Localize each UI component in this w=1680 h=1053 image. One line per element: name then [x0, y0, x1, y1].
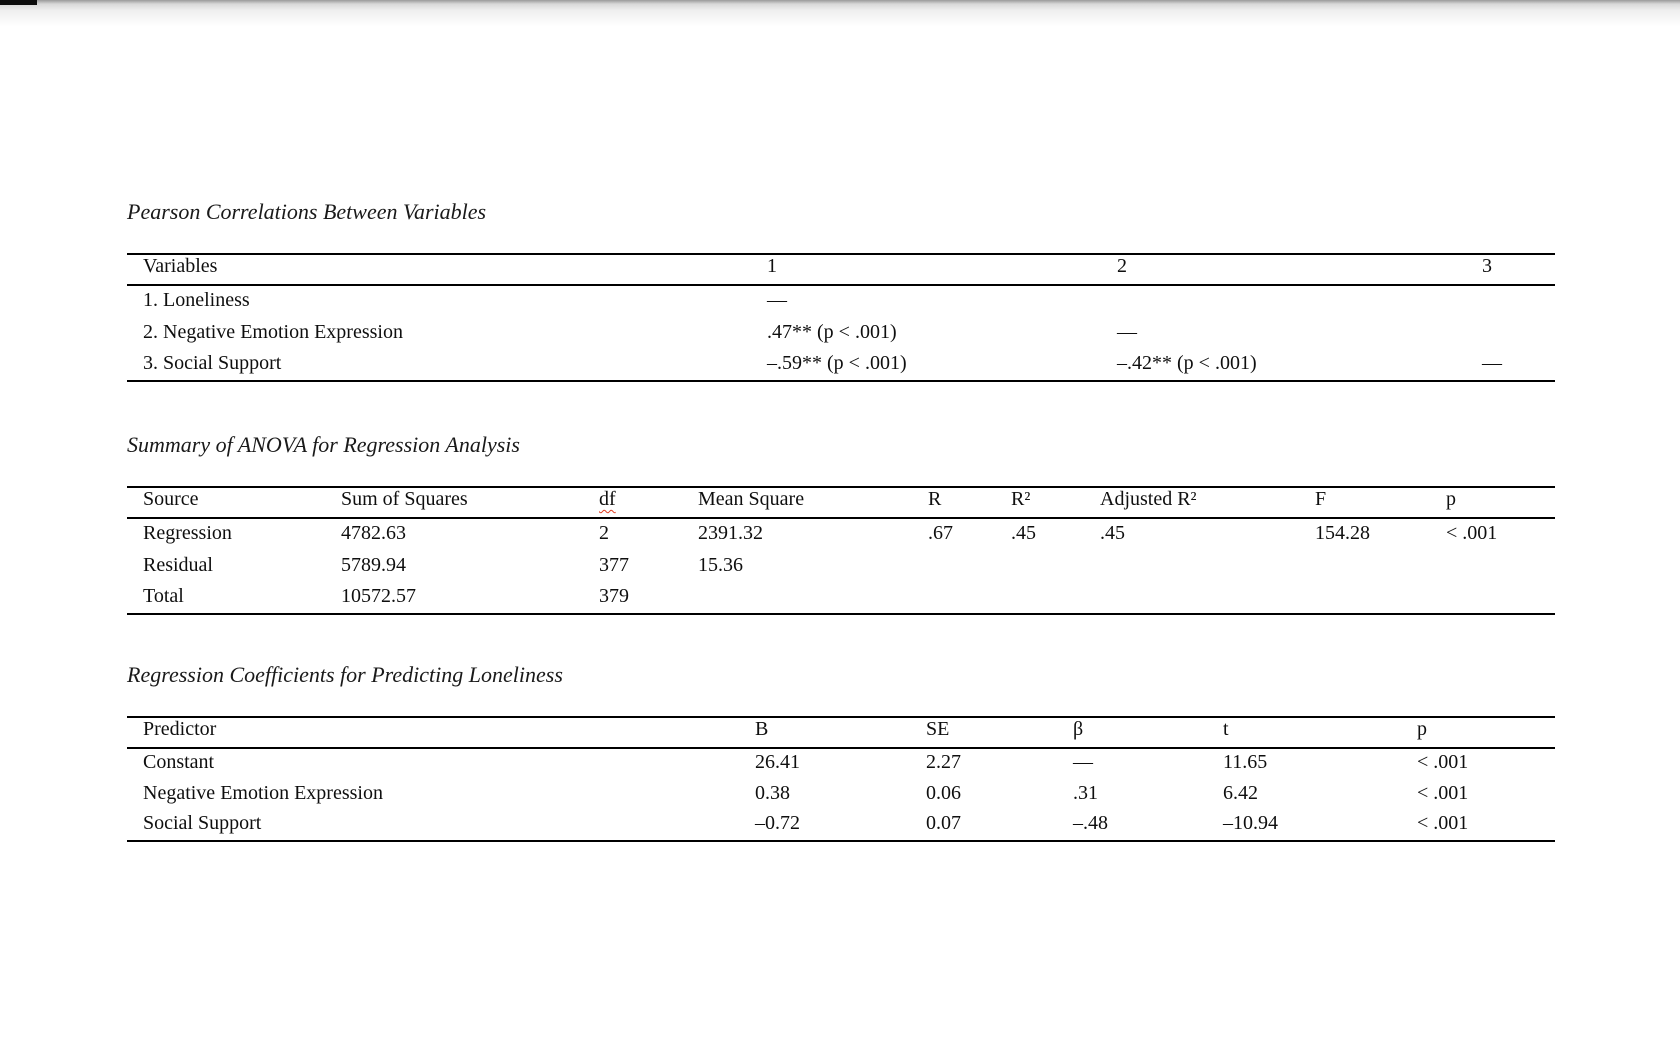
page-top-shadow: [0, 0, 1680, 28]
column-header-f: F: [1299, 487, 1430, 519]
cell-r-squared: [995, 550, 1084, 582]
column-header-mean-square: Mean Square: [682, 487, 912, 519]
column-header-variables: Variables: [127, 254, 751, 286]
cell-f: 154.28: [1315, 522, 1370, 544]
table-row-social-support: 3. Social Support –.59** (p < .001) –.42…: [127, 349, 1555, 382]
column-header-t: t: [1207, 717, 1401, 749]
table-header-row: Source Sum of Squares df Mean Square R R…: [127, 487, 1555, 519]
cell-t: 11.65: [1223, 751, 1268, 773]
cell-df: 2: [599, 522, 609, 544]
cell-t: –10.94: [1207, 810, 1401, 842]
cell-p: [1430, 550, 1555, 582]
cell-correlation: [1101, 285, 1466, 317]
table-row-social-support: Social Support –0.72 0.07 –.48 –10.94 < …: [127, 810, 1555, 842]
cell-sum-of-squares: 5789.94: [341, 554, 406, 576]
cell-df: 377: [599, 554, 629, 576]
column-header-source: Source: [127, 487, 325, 519]
cell-variable-name: 1. Loneliness: [143, 289, 250, 311]
column-header-p: p: [1401, 717, 1555, 749]
section-title-anova: Summary of ANOVA for Regression Analysis: [127, 432, 520, 457]
cell-correlation: [1466, 285, 1555, 317]
cell-sum-of-squares: 10572.57: [325, 582, 583, 615]
cell-predictor: Constant: [143, 751, 215, 773]
coefficients-table: Predictor B SE β t p Constant 26.41 2.27…: [127, 716, 1555, 842]
cell-beta: —: [1073, 751, 1093, 773]
cell-t: 6.42: [1223, 782, 1258, 804]
cell-adjusted-r-squared: [1084, 550, 1299, 582]
column-header-p: p: [1430, 487, 1555, 519]
cell-r-squared: .45: [1011, 522, 1036, 544]
column-header-1: 1: [751, 254, 1101, 286]
cell-p: < .001: [1446, 522, 1498, 544]
cell-correlation: —: [1466, 349, 1555, 382]
cell-correlation: –.59** (p < .001): [751, 349, 1101, 382]
cell-r: [912, 582, 995, 615]
correlations-table: Variables 1 2 3 1. Loneliness — 2. Negat…: [127, 253, 1555, 382]
table-row-residual: Residual 5789.94 377 15.36: [127, 550, 1555, 582]
cell-mean-square: 2391.32: [698, 522, 763, 544]
table-row-loneliness: 1. Loneliness —: [127, 285, 1555, 317]
column-header-df-spellcheck-flagged: df: [583, 487, 682, 519]
cell-source: Residual: [143, 554, 213, 576]
cell-adjusted-r-squared: [1084, 582, 1299, 615]
cell-f: [1299, 550, 1430, 582]
cell-predictor: Negative Emotion Expression: [143, 782, 383, 804]
cell-correlation: .47** (p < .001): [767, 321, 897, 343]
top-left-ui-fragment: [0, 0, 37, 5]
cell-r: .67: [928, 522, 953, 544]
cell-df: 379: [583, 582, 682, 615]
column-header-b: B: [739, 717, 910, 749]
table-row-negative-emotion-expression: 2. Negative Emotion Expression .47** (p …: [127, 317, 1555, 349]
cell-correlation: —: [1117, 321, 1137, 343]
cell-se: 0.07: [910, 810, 1057, 842]
column-header-2: 2: [1101, 254, 1466, 286]
cell-beta: .31: [1073, 782, 1098, 804]
cell-sum-of-squares: 4782.63: [341, 522, 406, 544]
cell-r-squared: [995, 582, 1084, 615]
table-row-regression: Regression 4782.63 2 2391.32 .67 .45 .45…: [127, 518, 1555, 550]
column-header-se: SE: [910, 717, 1057, 749]
cell-predictor: Social Support: [127, 810, 739, 842]
column-header-sum-of-squares: Sum of Squares: [325, 487, 583, 519]
cell-mean-square: [682, 582, 912, 615]
cell-f: [1299, 582, 1430, 615]
cell-b: 0.38: [755, 782, 790, 804]
table-row-constant: Constant 26.41 2.27 — 11.65 < .001: [127, 748, 1555, 779]
cell-b: 26.41: [755, 751, 800, 773]
cell-se: 0.06: [926, 782, 961, 804]
column-header-beta: β: [1057, 717, 1207, 749]
cell-p: < .001: [1401, 810, 1555, 842]
column-header-3: 3: [1466, 254, 1555, 286]
cell-r: [912, 550, 995, 582]
cell-adjusted-r-squared: .45: [1100, 522, 1125, 544]
cell-p: < .001: [1417, 751, 1469, 773]
table-row-total: Total 10572.57 379: [127, 582, 1555, 615]
column-header-adjusted-r-squared: Adjusted R²: [1084, 487, 1299, 519]
cell-p: [1430, 582, 1555, 615]
column-header-r: R: [912, 487, 995, 519]
cell-correlation: —: [767, 289, 787, 311]
table-header-row: Variables 1 2 3: [127, 254, 1555, 286]
cell-variable-name: 2. Negative Emotion Expression: [143, 321, 403, 343]
cell-source: Regression: [143, 522, 232, 544]
table-header-row: Predictor B SE β t p: [127, 717, 1555, 749]
cell-b: –0.72: [739, 810, 910, 842]
anova-table: Source Sum of Squares df Mean Square R R…: [127, 486, 1555, 615]
cell-variable-name: 3. Social Support: [127, 349, 751, 382]
cell-mean-square: 15.36: [698, 554, 743, 576]
cell-p: < .001: [1417, 782, 1469, 804]
cell-source: Total: [127, 582, 325, 615]
cell-correlation: [1466, 317, 1555, 349]
section-title-correlations: Pearson Correlations Between Variables: [127, 199, 487, 224]
cell-se: 2.27: [926, 751, 961, 773]
cell-beta: –.48: [1057, 810, 1207, 842]
section-title-coefficients: Regression Coefficients for Predicting L…: [127, 662, 563, 687]
column-header-r-squared: R²: [995, 487, 1084, 519]
cell-correlation: –.42** (p < .001): [1101, 349, 1466, 382]
table-row-negative-emotion-expression: Negative Emotion Expression 0.38 0.06 .3…: [127, 779, 1555, 810]
column-header-predictor: Predictor: [127, 717, 739, 749]
